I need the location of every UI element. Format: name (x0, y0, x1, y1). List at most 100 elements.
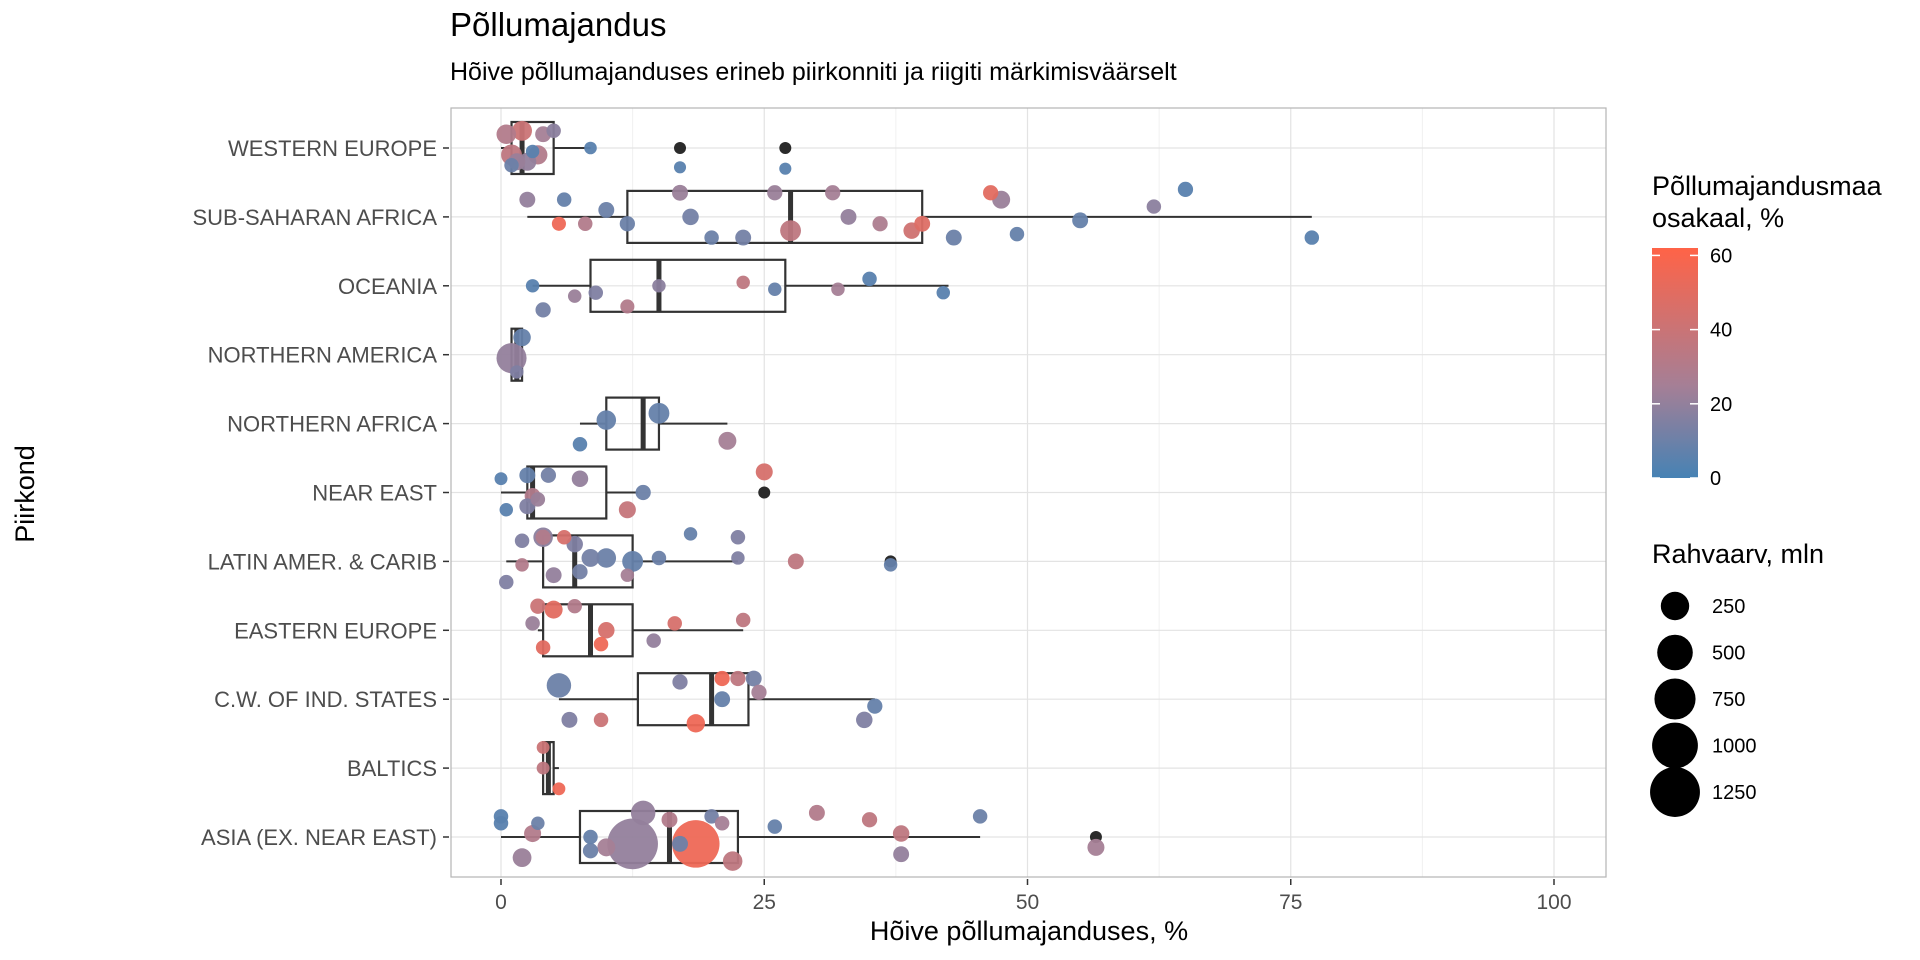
colorbar-label: 20 (1710, 394, 1732, 416)
data-point (525, 279, 540, 293)
data-point (840, 208, 857, 225)
box-body (589, 258, 787, 313)
data-point (1177, 181, 1194, 197)
data-point (556, 192, 572, 207)
data-point (535, 640, 551, 655)
data-point (735, 229, 752, 246)
data-point (540, 467, 557, 483)
plot-border (450, 107, 1607, 878)
data-point (622, 550, 644, 572)
size-legend-dot (1657, 634, 1693, 671)
size-legend-label: 750 (1712, 689, 1745, 711)
data-point (536, 761, 550, 775)
data-point (1009, 226, 1025, 242)
size-legend-dot (1660, 591, 1690, 621)
data-point (525, 616, 540, 631)
data-point (512, 120, 532, 141)
data-point (972, 809, 988, 824)
size-legend-label: 500 (1712, 643, 1745, 665)
size-legend-dot (1654, 678, 1696, 720)
data-point (861, 812, 878, 828)
data-point (1072, 212, 1089, 229)
data-point (494, 472, 508, 486)
data-point (731, 551, 745, 565)
data-point (787, 553, 804, 570)
data-point (646, 633, 661, 648)
box-body (542, 603, 634, 658)
data-point (584, 141, 597, 155)
data-point (510, 365, 524, 379)
color-legend-title-line2: osakaal, % (1652, 203, 1785, 233)
data-point (862, 271, 877, 287)
data-point (751, 684, 767, 700)
size-legend-dot (1650, 767, 1700, 817)
x-tick-label: 100 (1536, 891, 1571, 914)
data-point (620, 299, 635, 314)
box-body (578, 809, 740, 865)
colorbar (1652, 248, 1698, 478)
data-point (596, 410, 617, 430)
size-legend-dot (1652, 722, 1698, 769)
data-point (648, 402, 670, 424)
data-point (735, 612, 751, 628)
data-point (514, 533, 530, 548)
data-point (630, 800, 656, 826)
data-point (714, 691, 731, 708)
colorbar-label: 60 (1710, 245, 1732, 267)
data-point (672, 820, 720, 868)
data-point (530, 492, 546, 507)
data-point (682, 208, 699, 226)
data-point (571, 470, 589, 487)
data-point (825, 185, 841, 201)
data-point (672, 674, 688, 690)
data-point (683, 527, 698, 541)
y-tick-label: ASIA (EX. NEAR EAST) (201, 825, 437, 850)
data-point (552, 782, 566, 796)
data-point (515, 558, 529, 572)
outlier-point (779, 142, 792, 154)
y-tick-label: NORTHERN AFRICA (227, 412, 437, 437)
data-point (779, 162, 792, 175)
data-point (983, 185, 999, 201)
data-point (530, 598, 546, 614)
data-point (546, 123, 561, 139)
data-point (499, 574, 514, 590)
outlier-point (674, 142, 687, 154)
data-point (598, 202, 615, 218)
data-point (607, 818, 658, 870)
data-point (780, 220, 801, 242)
x-tick-label: 0 (495, 891, 507, 914)
data-point (767, 819, 783, 834)
y-tick-label: OCEANIA (338, 274, 437, 299)
data-point (581, 548, 600, 567)
data-point (714, 815, 730, 831)
data-point (686, 714, 705, 733)
colorbar-label: 0 (1710, 468, 1721, 490)
data-point (718, 431, 737, 450)
data-point (572, 564, 588, 580)
data-point (755, 463, 773, 481)
data-point (519, 191, 536, 208)
x-tick-label: 50 (1016, 891, 1039, 914)
data-point (535, 529, 551, 545)
data-point (593, 636, 609, 652)
data-point (544, 600, 563, 619)
data-point (730, 530, 746, 545)
data-point (872, 216, 888, 232)
data-point (1304, 230, 1320, 245)
data-point (673, 161, 687, 174)
y-tick-label: LATIN AMER. & CARIB (208, 549, 437, 574)
y-tick-label: BALTICS (347, 756, 437, 781)
data-point (499, 502, 513, 517)
y-tick-label: NORTHERN AMERICA (208, 343, 438, 368)
data-point (736, 275, 750, 290)
size-legend-title: Rahvaarv, mln (1652, 539, 1825, 569)
data-point (551, 216, 566, 231)
x-tick-label: 75 (1279, 891, 1302, 914)
size-legend-label: 1250 (1712, 782, 1757, 804)
data-point (567, 598, 582, 614)
data-point (546, 673, 572, 698)
data-point (745, 670, 762, 687)
data-point (567, 289, 582, 303)
data-point (856, 711, 873, 729)
